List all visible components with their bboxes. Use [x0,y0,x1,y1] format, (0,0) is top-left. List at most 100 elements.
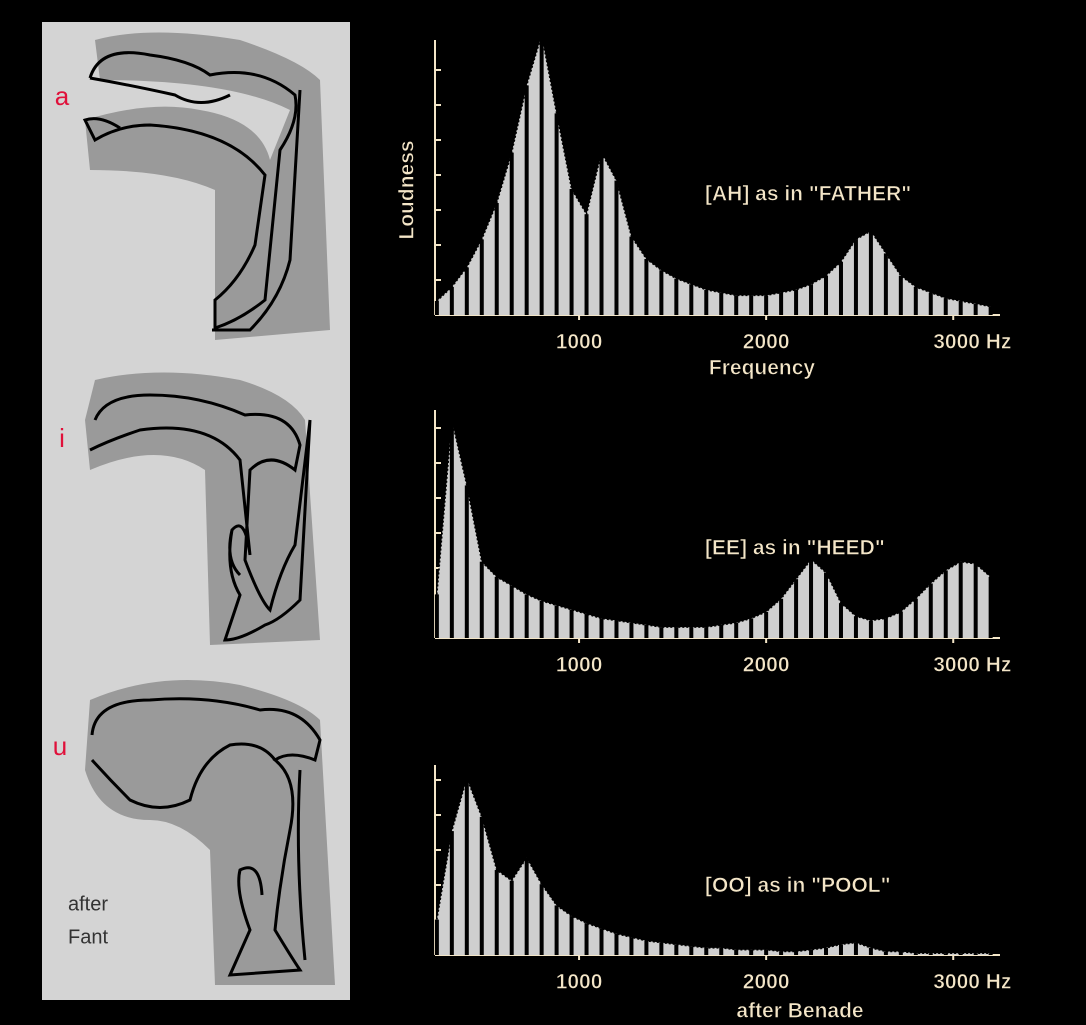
x-tick-label: 2000 [743,971,790,994]
x-tick-label: 2000 [743,654,790,677]
vowel-label: a [55,81,70,111]
vowel-label: u [53,731,67,761]
harmonic-bar [495,870,499,955]
harmonic-bar [749,618,753,638]
harmonic-bar [600,928,604,955]
harmonic-bar [884,618,888,638]
harmonic-bar [944,298,948,315]
x-axis-label: Frequency [709,357,816,380]
harmonic-bar [659,943,663,955]
harmonic-bar [614,181,618,315]
harmonic-bar [585,923,589,955]
harmonic-bar [809,284,813,315]
harmonic-bar [974,564,978,638]
harmonic-bar [854,943,858,955]
harmonic-bar [704,627,708,638]
harmonic-bar [659,627,663,638]
harmonic-bar [929,584,933,639]
harmonic-bar [929,293,933,315]
harmonic-bar [585,214,589,315]
harmonic-bar [450,420,454,638]
harmonic-bar [570,916,574,955]
harmonic-bar [734,295,738,315]
harmonic-bar [510,881,514,955]
figure: a i u after Fant 1000 2000 3000 Hz [AH] as … [0,0,1086,1025]
harmonic-bar [719,625,723,638]
harmonic-bar [600,618,604,638]
harmonic-bar [585,614,589,638]
harmonic-bar [629,937,633,955]
harmonic-bar [989,577,993,638]
harmonic-bar [764,950,768,955]
harmonic-bar [974,304,978,315]
harmonic-bar [465,485,469,638]
harmonic-bar [704,290,708,315]
x-tick-label: 3000 Hz [933,654,1011,677]
harmonic-bar [525,85,529,315]
harmonic-bar [525,594,529,638]
harmonic-bar [600,153,604,315]
x-tick-label: 1000 [556,971,603,994]
harmonic-bar [809,560,813,638]
vocal-tract-panel: a i u after Fant [42,22,350,1000]
harmonic-bar [764,612,768,638]
harmonic-bar [734,623,738,638]
harmonic-bar [749,950,753,955]
x-tick-label: 2000 [743,331,790,354]
harmonic-bar [704,948,708,955]
harmonic-bar [644,941,648,955]
harmonic-bar [659,270,663,315]
harmonic-bar [450,831,454,955]
harmonic-bar [959,301,963,315]
harmonic-bar [480,239,484,315]
vowel-label: i [59,423,65,453]
harmonic-bar [540,601,544,638]
harmonic-bar [794,579,798,638]
harmonic-bar [794,290,798,315]
harmonic-bar [839,262,843,315]
harmonic-bar [495,577,499,638]
harmonic-bar [854,239,858,315]
harmonic-bar [914,599,918,638]
credit: after [68,893,108,915]
annotation: [AH] as in "FATHER" [705,183,911,206]
harmonic-bar [839,944,843,955]
harmonic-bar [570,610,574,638]
harmonic-bar [869,231,873,315]
harmonic-bar [525,858,529,955]
harmonic-bar [779,293,783,315]
harmonic-bar [824,948,828,955]
harmonic-bar [689,627,693,638]
harmonic-bar [734,950,738,955]
harmonic-bar [644,259,648,315]
x-tick-label: 1000 [556,654,603,677]
harmonic-bar [629,237,633,315]
harmonic-bar [465,267,469,315]
harmonic-bar [899,612,903,638]
harmonic-bar [674,627,678,638]
x-tick-label: 3000 Hz [933,331,1011,354]
harmonic-bar [555,905,559,955]
harmonic-bar [674,944,678,955]
harmonic-bar [555,113,559,315]
annotation: [EE] as in "HEED" [705,537,885,560]
harmonic-bar [824,573,828,638]
harmonic-bar [689,946,693,955]
harmonic-bar [435,594,439,638]
harmonic-bar [614,621,618,638]
harmonic-bar [540,35,544,315]
harmonic-bar [719,948,723,955]
harmonic-bar [540,884,544,955]
harmonic-bar [749,295,753,315]
harmonic-bar [480,562,484,638]
harmonic-bar [555,605,559,638]
y-axis-label: Loudness [396,140,419,239]
harmonic-bar [959,562,963,638]
harmonic-bar [570,189,574,315]
harmonic-bar [614,934,618,955]
harmonic-bar [465,778,469,955]
source: after Benade [736,1000,863,1023]
harmonic-bar [689,284,693,315]
harmonic-bar [824,276,828,315]
harmonic-bar [510,153,514,315]
